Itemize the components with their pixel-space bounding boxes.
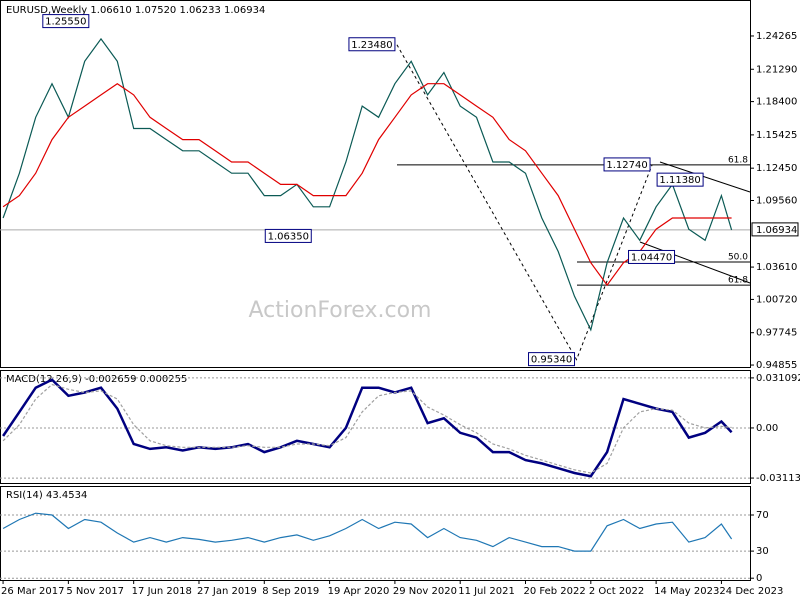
y-tick-label: 1.12450 [756, 163, 797, 174]
rsi-title: RSI(14) 43.4534 [6, 490, 87, 501]
price-label: 1.25550 [45, 17, 86, 28]
price-label: 0.95340 [531, 355, 572, 366]
retracement [396, 44, 653, 361]
series-line [2, 82, 732, 287]
macd-title: MACD(12,26,9) -0.002659 0.000255 [6, 374, 187, 385]
y-tick-label: 0 [756, 573, 762, 584]
y-tick-label: 1.03610 [756, 262, 797, 273]
x-tick-label: 5 Nov 2017 [66, 586, 124, 597]
y-tick-label: 0.00 [756, 423, 778, 434]
x-tick-label: 20 Feb 2022 [524, 586, 586, 597]
y-tick-label: 1.15425 [756, 130, 797, 141]
price-label-box [264, 228, 312, 243]
y-tick-label: 0.031092 [756, 373, 800, 384]
trend-line [659, 161, 751, 193]
y-tick-label: 1.00720 [756, 294, 797, 305]
fib-label: 61.8 [728, 276, 748, 286]
y-tick-label: 30 [756, 546, 769, 557]
x-tick-label: 26 Mar 2017 [1, 586, 64, 597]
y-tick-label: 1.24265 [756, 31, 797, 42]
series-line [2, 512, 733, 552]
series-line [2, 37, 733, 332]
y-tick-label: 1.21290 [756, 64, 797, 75]
price-label-box [42, 14, 90, 29]
fib-label: 50.0 [728, 253, 748, 263]
rsi-panel [0, 486, 751, 581]
y-tick-label: 0.97745 [756, 328, 797, 339]
series-line [2, 383, 732, 474]
x-tick-label: 11 Jul 2021 [458, 586, 515, 597]
price-label-box [528, 352, 576, 367]
x-tick-label: 17 Jun 2018 [132, 586, 192, 597]
macd-panel [0, 370, 751, 484]
y-tick-label: 0.94855 [756, 360, 797, 371]
y-tick-label: 1.18400 [756, 97, 797, 108]
x-tick-label: 2 Oct 2022 [589, 586, 644, 597]
price-label: 1.11380 [659, 175, 700, 186]
price-label: 1.04470 [631, 252, 672, 263]
price-label: 1.23480 [351, 40, 392, 51]
x-tick-label: 19 Apr 2020 [328, 586, 390, 597]
x-tick-label: 24 Dec 2023 [719, 586, 783, 597]
x-tick-label: 27 Jan 2019 [197, 586, 257, 597]
main-panel [0, 0, 751, 368]
y-tick-label: -0.031134 [756, 473, 800, 484]
chart-title: EURUSD,Weekly 1.06610 1.07520 1.06233 1.… [6, 5, 265, 16]
price-label: 1.06350 [268, 231, 309, 242]
x-tick-label: 14 May 2023 [654, 586, 719, 597]
price-label-box [656, 172, 704, 187]
last-price-box [751, 222, 799, 237]
series-line [2, 378, 733, 478]
price-label-box [603, 157, 651, 172]
y-tick-label: 1.09560 [756, 196, 797, 207]
price-label-box [628, 249, 676, 264]
last-price-label: 1.06934 [756, 225, 797, 236]
price-label-box [348, 37, 396, 52]
x-tick-label: 29 Nov 2020 [393, 586, 457, 597]
price-label: 1.12740 [606, 160, 647, 171]
x-tick-label: 8 Sep 2019 [262, 586, 319, 597]
watermark: ActionForex.com [249, 298, 432, 323]
y-tick-label: 70 [756, 510, 769, 521]
fib-label: 61.8 [728, 155, 748, 165]
